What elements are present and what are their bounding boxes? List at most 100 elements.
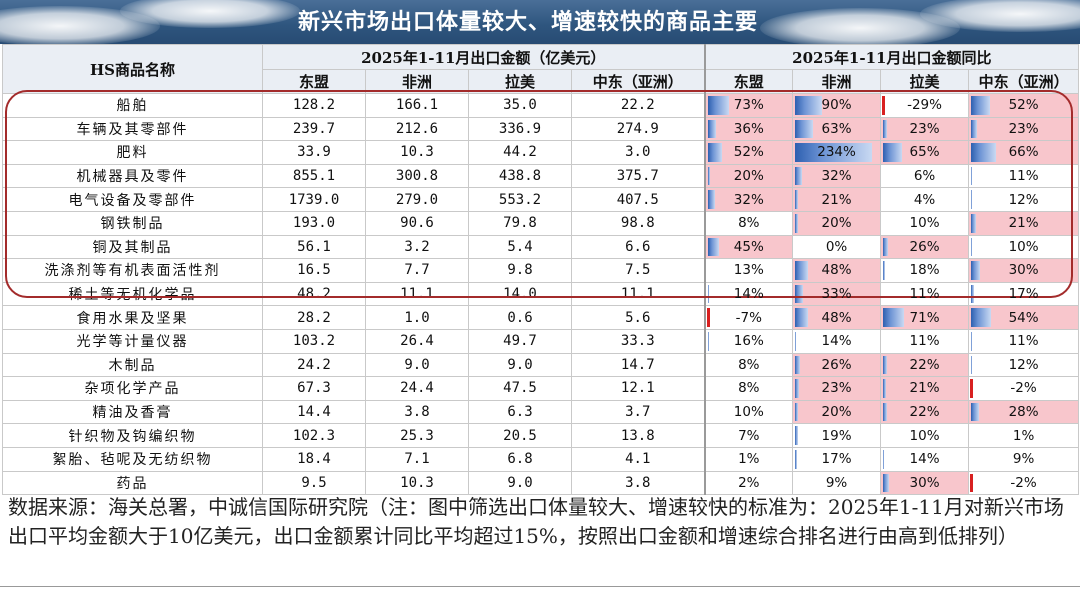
- yoy-cell: 10%: [703, 399, 794, 425]
- yoy-cell: 23%: [792, 376, 882, 401]
- yoy-value: 10%: [909, 427, 940, 444]
- amount-header-asean: 东盟: [262, 69, 366, 94]
- amount-cell: 4.1: [570, 446, 706, 472]
- amount-cell: 98.8: [570, 210, 706, 236]
- amount-cell: 79.8: [468, 210, 572, 236]
- yoy-data-bar: [795, 96, 823, 115]
- yoy-data-bar: [795, 449, 797, 469]
- amount-cell: 128.2: [262, 93, 366, 118]
- amount-cell: 13.8: [570, 423, 706, 448]
- yoy-cell: 48%: [792, 305, 882, 330]
- amount-cell: 35.0: [468, 93, 572, 118]
- yoy-cell: 234%: [792, 140, 882, 165]
- yoy-value: 63%: [821, 120, 852, 137]
- amount-group-header: 2025年1-11月出口金额（亿美元）: [261, 44, 706, 70]
- yoy-value: 45%: [733, 238, 764, 255]
- yoy-value: 32%: [733, 191, 764, 208]
- yoy-cell: 21%: [880, 376, 970, 401]
- yoy-cell: 32%: [703, 187, 794, 212]
- amount-cell: 1.0: [365, 305, 469, 330]
- yoy-value: 48%: [821, 262, 852, 279]
- yoy-cell: 28%: [968, 399, 1080, 425]
- product-name-cell: 电气设备及零部件: [2, 187, 263, 212]
- yoy-cell: 22%: [880, 399, 970, 425]
- yoy-cell: 14%: [880, 446, 970, 472]
- yoy-data-bar: [883, 119, 888, 139]
- yoy-value: 234%: [817, 144, 856, 161]
- yoy-data-bar: [707, 119, 716, 139]
- yoy-value: -2%: [1010, 474, 1037, 491]
- amount-cell: 6.8: [468, 446, 572, 472]
- yoy-data-bar: [883, 143, 902, 162]
- amount-cell: 438.8: [468, 163, 572, 189]
- name-column-header: HS商品名称: [2, 44, 263, 94]
- yoy-cell: 20%: [792, 399, 882, 425]
- yoy-cell: 52%: [703, 140, 794, 165]
- yoy-value: 52%: [733, 144, 764, 161]
- yoy-cell: 6%: [880, 163, 970, 189]
- table-row: 钢铁制品 193.0 90.6 79.8 98.8 8% 20% 10% 21%: [2, 210, 1080, 236]
- yoy-cell: -29%: [880, 93, 970, 118]
- yoy-cell: 13%: [703, 258, 794, 283]
- table-row: 洗涤剂等有机表面活性剂 16.5 7.7 9.8 7.5 13% 48% 18% 30%: [2, 258, 1080, 283]
- product-name-cell: 木制品: [2, 352, 263, 378]
- yoy-value: 52%: [1008, 97, 1039, 114]
- yoy-cell: 10%: [880, 423, 970, 448]
- yoy-cell: 21%: [968, 210, 1080, 236]
- yoy-value: 0%: [825, 238, 848, 255]
- yoy-value: 23%: [909, 120, 940, 137]
- yoy-value: 1%: [738, 451, 760, 468]
- yoy-cell: 14%: [792, 328, 882, 354]
- yoy-value: 22%: [909, 404, 940, 421]
- yoy-cell: 17%: [792, 446, 882, 472]
- product-name-cell: 肥料: [2, 140, 263, 165]
- yoy-cell: 21%: [792, 187, 882, 212]
- amount-cell: 3.8: [570, 470, 706, 496]
- yoy-value: 30%: [1008, 262, 1039, 279]
- amount-cell: 33.9: [262, 140, 366, 165]
- yoy-data-bar: [706, 308, 710, 327]
- product-name-cell: 钢铁制品: [2, 210, 263, 236]
- table-row: 絮胎、毡呢及无纺织物 18.4 7.1 6.8 4.1 1% 17% 14% 9%: [2, 446, 1080, 472]
- amount-cell: 274.9: [570, 116, 706, 142]
- yoy-cell: 26%: [880, 234, 970, 260]
- amount-cell: 20.5: [468, 423, 572, 448]
- amount-cell: 9.0: [365, 352, 469, 378]
- yoy-header-middle-east: 中东（亚洲）: [968, 69, 1080, 94]
- amount-cell: 18.4: [262, 446, 366, 472]
- yoy-value: 20%: [821, 215, 852, 232]
- amount-cell: 12.1: [570, 376, 706, 401]
- yoy-data-bar: [795, 308, 808, 327]
- yoy-value: -2%: [1010, 380, 1037, 397]
- yoy-cell: 16%: [703, 328, 794, 354]
- yoy-value: 66%: [1008, 144, 1039, 161]
- amount-cell: 3.8: [365, 399, 469, 425]
- amount-cell: 855.1: [262, 163, 366, 189]
- yoy-value: 23%: [821, 380, 852, 397]
- yoy-cell: 2%: [703, 470, 794, 496]
- yoy-data-bar: [795, 119, 813, 139]
- yoy-value: 33%: [821, 286, 852, 303]
- yoy-data-bar: [707, 166, 711, 186]
- yoy-value: 48%: [821, 309, 852, 326]
- amount-cell: 300.8: [365, 163, 469, 189]
- table-row: 车辆及其零部件 239.7 212.6 336.9 274.9 36% 63% 23% 23%: [2, 116, 1080, 142]
- yoy-cell: 33%: [792, 281, 882, 307]
- product-name-cell: 食用水果及坚果: [2, 305, 263, 330]
- amount-cell: 9.0: [468, 352, 572, 378]
- yoy-value: 71%: [909, 309, 940, 326]
- amount-cell: 6.6: [570, 234, 706, 260]
- yoy-cell: -2%: [968, 470, 1080, 496]
- yoy-value: 73%: [733, 97, 764, 114]
- yoy-group-header: 2025年1-11月出口金额同比: [703, 44, 1080, 70]
- yoy-value: 11%: [909, 286, 940, 303]
- amount-cell: 22.2: [570, 93, 706, 118]
- yoy-data-bar: [707, 331, 710, 351]
- product-name-cell: 针织物及钩编织物: [2, 423, 263, 448]
- yoy-value: 8%: [738, 215, 760, 232]
- yoy-value: 2%: [738, 474, 760, 491]
- yoy-value: 19%: [821, 427, 852, 444]
- yoy-value: 36%: [733, 120, 764, 137]
- yoy-cell: 48%: [792, 258, 882, 283]
- yoy-value: 54%: [1008, 309, 1039, 326]
